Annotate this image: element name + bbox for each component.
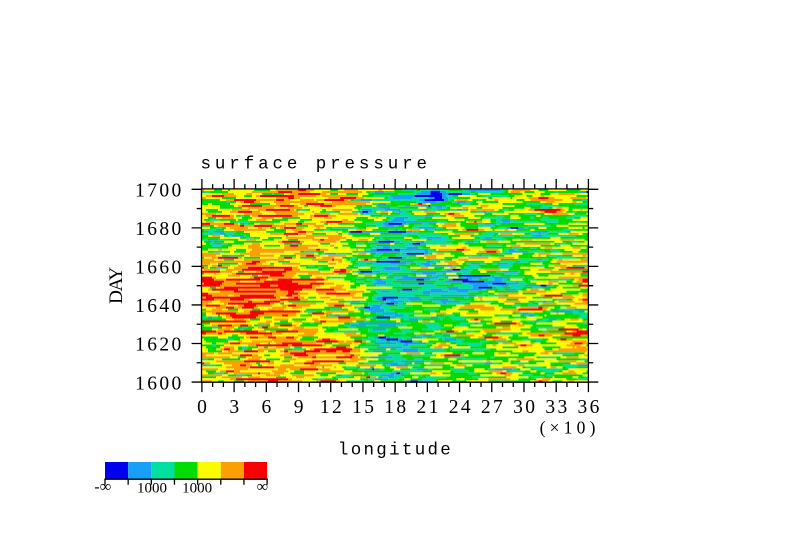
svg-text:36: 36	[578, 397, 602, 418]
svg-text:12: 12	[320, 397, 344, 418]
svg-text:21: 21	[417, 397, 441, 418]
svg-text:-∞: -∞	[94, 479, 111, 496]
svg-text:33: 33	[545, 397, 569, 418]
svg-text:30: 30	[513, 397, 537, 418]
svg-text:15: 15	[352, 397, 376, 418]
svg-text:(×10): (×10)	[540, 417, 600, 437]
svg-text:1000: 1000	[137, 481, 167, 497]
svg-text:24: 24	[449, 397, 473, 418]
svg-text:1700: 1700	[135, 181, 184, 202]
svg-text:1660: 1660	[135, 258, 184, 279]
svg-text:surface pressure: surface pressure	[201, 155, 431, 175]
svg-text:longitude: longitude	[338, 441, 453, 461]
svg-text:1600: 1600	[135, 373, 184, 394]
svg-text:3: 3	[229, 397, 241, 418]
svg-text:1000: 1000	[182, 481, 212, 497]
svg-text:6: 6	[262, 397, 274, 418]
svg-text:18: 18	[384, 397, 408, 418]
svg-text:1620: 1620	[135, 335, 184, 356]
svg-text:1640: 1640	[135, 296, 184, 317]
svg-text:27: 27	[481, 397, 505, 418]
svg-text:0: 0	[197, 397, 209, 418]
svg-text:DAY: DAY	[106, 267, 127, 304]
svg-text:9: 9	[294, 397, 306, 418]
svg-text:∞: ∞	[257, 479, 268, 496]
svg-text:1680: 1680	[135, 219, 184, 240]
